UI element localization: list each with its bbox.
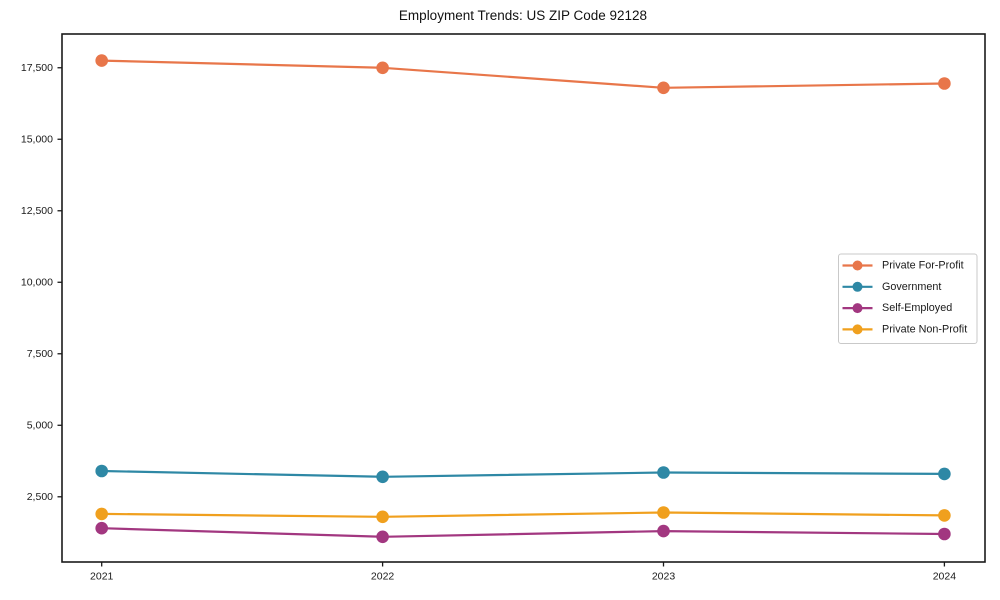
legend-label: Private For-Profit xyxy=(882,260,964,272)
legend-marker-dot xyxy=(852,281,863,292)
x-tick-label: 2022 xyxy=(371,571,395,583)
y-tick-label: 5,000 xyxy=(27,419,53,431)
data-point-marker xyxy=(938,467,951,481)
data-point-marker xyxy=(938,77,951,90)
series-line-private-for-profit xyxy=(100,59,946,89)
series-line-self-employed xyxy=(100,527,946,538)
data-point-marker xyxy=(95,54,108,67)
legend-marker-dot xyxy=(852,303,863,314)
data-point-marker xyxy=(657,506,670,519)
data-point-marker xyxy=(657,524,670,538)
legend-marker-dot xyxy=(852,324,863,335)
data-point-marker xyxy=(95,521,108,535)
x-tick-label: 2023 xyxy=(652,571,676,583)
data-point-marker xyxy=(376,61,389,75)
legend-label: Private Non-Profit xyxy=(882,323,967,335)
series-line-government xyxy=(100,469,946,478)
y-tick-label: 12,500 xyxy=(21,205,53,217)
data-point-marker xyxy=(376,530,389,544)
legend: Private For-Profit Government Self-Employe… xyxy=(838,253,978,344)
data-point-marker xyxy=(657,466,670,479)
legend-label: Self-Employed xyxy=(882,302,952,314)
y-tick-label: 10,000 xyxy=(21,276,53,288)
data-point-marker xyxy=(657,81,670,95)
data-point-marker xyxy=(938,509,951,522)
legend-box xyxy=(838,253,978,344)
axes-border xyxy=(61,33,986,563)
x-tick-label: 2021 xyxy=(90,571,114,583)
y-tick-label: 17,500 xyxy=(21,62,53,74)
data-point-marker xyxy=(938,527,951,541)
y-tick-label: 7,500 xyxy=(27,348,53,360)
series-line-private-non-profit xyxy=(100,511,946,518)
legend-label: Government xyxy=(882,281,941,293)
chart-title: Employment Trends: US ZIP Code 92128 xyxy=(398,8,648,23)
data-point-marker xyxy=(376,510,389,524)
y-tick-label: 15,000 xyxy=(21,133,53,145)
y-tick-label: 2,500 xyxy=(27,491,53,503)
legend-marker-dot xyxy=(852,260,863,271)
x-tick-label: 2024 xyxy=(933,571,957,583)
data-point-marker xyxy=(95,507,108,521)
data-point-marker xyxy=(95,464,108,478)
data-point-marker xyxy=(376,470,389,484)
